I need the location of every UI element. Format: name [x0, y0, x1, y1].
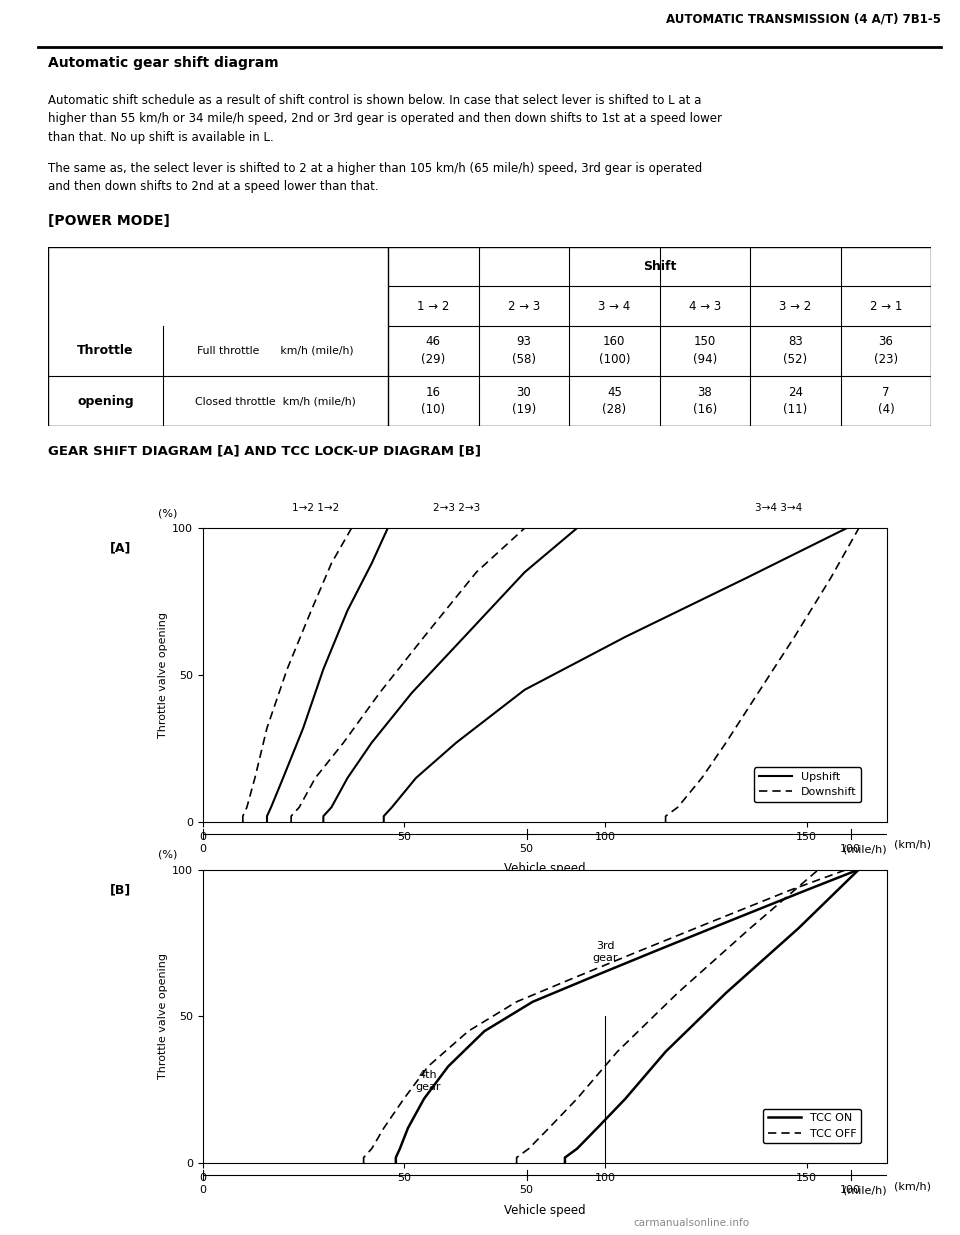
Y-axis label: Throttle valve opening: Throttle valve opening — [157, 613, 168, 739]
Text: (58): (58) — [512, 353, 536, 367]
Text: (mile/h): (mile/h) — [844, 844, 887, 855]
Text: 50: 50 — [519, 844, 534, 855]
Text: 2 → 3: 2 → 3 — [508, 300, 540, 312]
Text: GEAR SHIFT DIAGRAM [A] AND TCC LOCK-UP DIAGRAM [B]: GEAR SHIFT DIAGRAM [A] AND TCC LOCK-UP D… — [48, 445, 481, 457]
Text: 100: 100 — [840, 844, 861, 855]
Text: (16): (16) — [693, 404, 717, 416]
Text: Vehicle speed: Vehicle speed — [504, 1204, 586, 1216]
Text: 160: 160 — [603, 336, 626, 348]
Text: 93: 93 — [516, 336, 531, 348]
Text: [A]: [A] — [110, 542, 132, 555]
Text: 46: 46 — [426, 336, 441, 348]
Text: 45: 45 — [607, 385, 622, 399]
Text: Full throttle      km/h (mile/h): Full throttle km/h (mile/h) — [197, 346, 353, 356]
Text: 38: 38 — [698, 385, 712, 399]
Text: 3 → 2: 3 → 2 — [780, 300, 811, 312]
Text: The same as, the select lever is shifted to 2 at a higher than 105 km/h (65 mile: The same as, the select lever is shifted… — [48, 162, 703, 193]
Text: 7: 7 — [882, 385, 890, 399]
Text: 36: 36 — [878, 336, 894, 348]
Text: (11): (11) — [783, 404, 807, 416]
Text: (100): (100) — [599, 353, 630, 367]
Text: 4th
gear: 4th gear — [416, 1071, 441, 1092]
Text: (29): (29) — [421, 353, 445, 367]
Text: 0: 0 — [199, 1186, 206, 1195]
Text: Closed throttle  km/h (mile/h): Closed throttle km/h (mile/h) — [195, 396, 356, 406]
Text: (28): (28) — [602, 404, 627, 416]
Text: 16: 16 — [426, 385, 441, 399]
Text: [POWER MODE]: [POWER MODE] — [48, 214, 170, 228]
Text: 2→3 2→3: 2→3 2→3 — [433, 504, 480, 514]
Text: (%): (%) — [158, 509, 178, 519]
Text: Vehicle speed: Vehicle speed — [504, 862, 586, 876]
Text: 3rd
gear: 3rd gear — [592, 941, 618, 962]
Text: (4): (4) — [877, 404, 895, 416]
Y-axis label: Throttle valve opening: Throttle valve opening — [157, 953, 168, 1079]
Text: 0: 0 — [199, 844, 206, 855]
Text: (mile/h): (mile/h) — [844, 1186, 887, 1195]
Text: (%): (%) — [158, 850, 178, 860]
Text: 100: 100 — [840, 1186, 861, 1195]
Text: (10): (10) — [421, 404, 445, 416]
Text: (km/h): (km/h) — [894, 1181, 931, 1191]
Text: Automatic gear shift diagram: Automatic gear shift diagram — [48, 56, 278, 69]
Text: 24: 24 — [788, 385, 803, 399]
Text: Automatic shift schedule as a result of shift control is shown below. In case th: Automatic shift schedule as a result of … — [48, 94, 722, 143]
Text: 1 → 2: 1 → 2 — [417, 300, 449, 312]
Text: 83: 83 — [788, 336, 803, 348]
Text: 2 → 1: 2 → 1 — [870, 300, 902, 312]
Text: (km/h): (km/h) — [894, 840, 931, 850]
Text: (52): (52) — [783, 353, 807, 367]
Text: 1→2 1→2: 1→2 1→2 — [292, 504, 339, 514]
Text: 3→4 3→4: 3→4 3→4 — [755, 504, 802, 514]
Text: (19): (19) — [512, 404, 536, 416]
Legend: TCC ON, TCC OFF: TCC ON, TCC OFF — [763, 1109, 861, 1144]
Text: opening: opening — [77, 394, 133, 408]
Text: 150: 150 — [694, 336, 716, 348]
Text: 50: 50 — [519, 1186, 534, 1195]
Text: (94): (94) — [693, 353, 717, 367]
Text: 30: 30 — [516, 385, 531, 399]
Text: [B]: [B] — [110, 883, 132, 897]
Text: (23): (23) — [874, 353, 898, 367]
Text: Throttle: Throttle — [77, 345, 133, 357]
Legend: Upshift, Downshift: Upshift, Downshift — [755, 767, 861, 802]
Text: AUTOMATIC TRANSMISSION (4 A/T) 7B1-5: AUTOMATIC TRANSMISSION (4 A/T) 7B1-5 — [666, 12, 941, 25]
Text: 4 → 3: 4 → 3 — [688, 300, 721, 312]
Text: 3 → 4: 3 → 4 — [598, 300, 631, 312]
Text: carmanualsonline.info: carmanualsonline.info — [634, 1218, 749, 1228]
Text: Shift: Shift — [643, 261, 676, 273]
